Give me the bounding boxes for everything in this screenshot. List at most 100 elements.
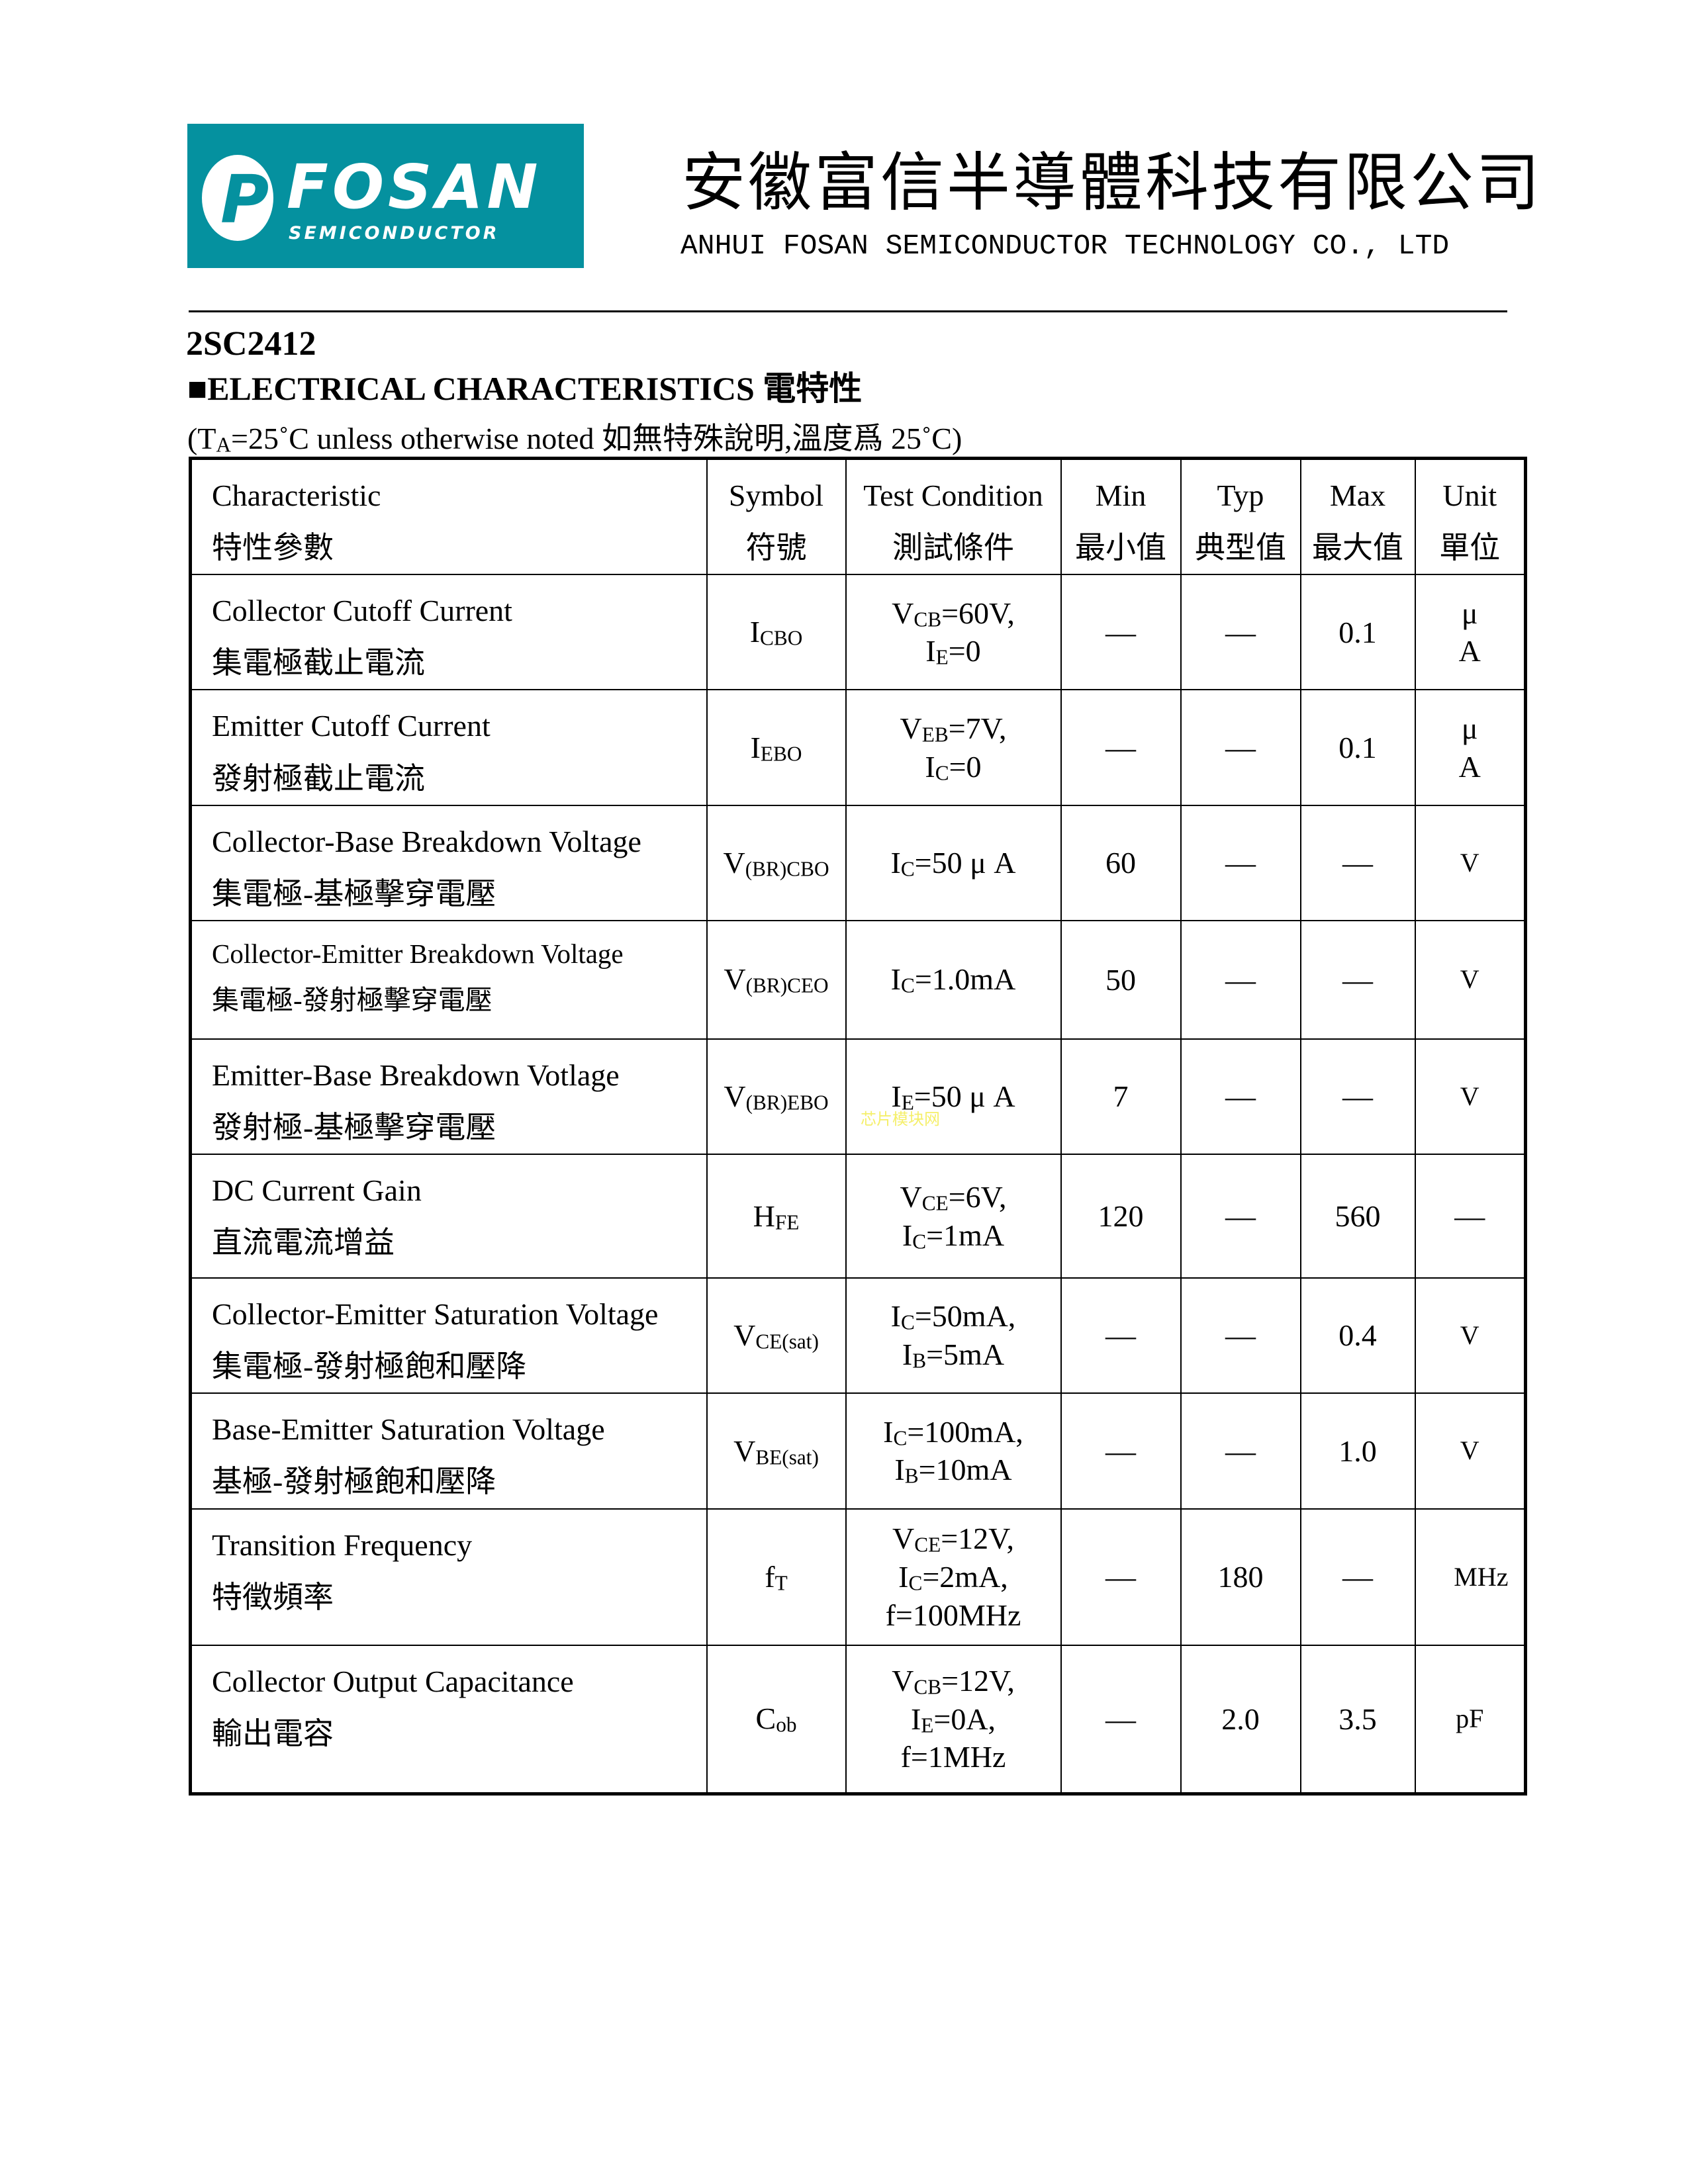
typ-cell: — [1180,1277,1301,1394]
characteristic-cell: Collector-Emitter Saturation Voltage 集電極-… [189,1277,708,1394]
max-cell: 0.4 [1299,1277,1416,1394]
symbol-sub: EBO [760,742,802,766]
characteristic-cn: 集電極-基極擊穿電壓 [212,876,496,911]
condition-line: IE=50 μ A [847,1077,1060,1116]
symbol-cell: ICBO [706,574,847,691]
cond-text: =0 [948,634,981,668]
header-cn: 最小值 [1075,531,1166,565]
fosan-logo: P FOSAN SEMICONDUCTOR [187,124,584,268]
characteristic-en: Transition Frequency [212,1527,473,1562]
characteristic-en: Collector-Emitter Saturation Voltage [212,1297,659,1332]
unit-cell: V [1414,804,1526,921]
characteristic-cn: 集電極截止電流 [212,646,425,680]
cond-text: I [910,1702,921,1736]
symbol-sub: CE(sat) [755,1330,819,1353]
characteristic-cn: 發射極-基極擊穿電壓 [212,1110,496,1144]
logo-emblem: P [202,155,273,241]
condition-line: IC=1.0mA [847,960,1060,999]
cond-sub: E [935,646,949,670]
cond-sub: C [912,1230,927,1253]
symbol-main: C [755,1702,776,1736]
cond-text: =12V, [941,1663,1015,1698]
table-row: Transition Frequency 特徵頻率 fT VCE=12V, IC=2mA… [189,1508,1526,1646]
min-cell: 60 [1060,804,1182,921]
section-title: ■ELECTRICAL CHARACTERISTICS 電特性 [187,370,863,407]
condition-line: IC=50 μ A [847,844,1060,882]
header-cn: 最大值 [1312,531,1403,565]
part-number: 2SC2412 [186,325,316,363]
typ-cell: — [1180,1392,1301,1510]
condition-cell: VEB=7V, IC=0 [845,689,1062,806]
typ-value: — [1225,1079,1256,1114]
min-value: — [1105,1318,1136,1353]
unit-value: V [1460,1081,1479,1111]
unit-cell: μ A [1414,689,1526,806]
characteristic-cn: 輸出電容 [212,1716,334,1751]
cond-text: =5mA [926,1338,1005,1372]
typ-cell: 2.0 [1180,1644,1301,1795]
min-value: — [1105,1702,1136,1736]
symbol-sub: T [774,1571,788,1595]
symbol-cell: V(BR)CEO [706,919,847,1040]
cond-pre: (T [187,422,216,455]
cond-sub: C [935,761,949,785]
min-cell: — [1060,689,1182,806]
symbol-main: I [750,730,761,764]
symbol-cell: V(BR)EBO [706,1038,847,1156]
condition-line: VEB=7V, [847,709,1060,748]
unit-value: MHz [1454,1561,1509,1592]
cond-sub: CE [914,1533,941,1557]
table-row: Collector-Base Breakdown Voltage 集電極-基極擊穿… [189,804,1526,921]
condition-cell: IC=50 μ A [845,804,1062,921]
unit-cell: MHz [1414,1508,1526,1646]
cond-sub: CB [914,608,942,631]
electrical-characteristics-table: Characteristic 特性參數 Symbol 符號 Test Condition… [189,457,1527,1796]
typ-cell: — [1180,804,1301,921]
typ-value: 180 [1217,1559,1264,1594]
cond-text: I [890,962,901,997]
cond-text: =1mA [926,1218,1005,1252]
unit-value: V [1460,1320,1479,1351]
cond-text: I [925,634,936,668]
header-cell: Typ 典型值 [1180,457,1301,576]
header-en: Characteristic [212,478,381,512]
characteristic-cn: 基極-發射極飽和壓降 [212,1465,496,1499]
characteristic-cell: Emitter Cutoff Current 發射極截止電流 [189,689,708,806]
cond-text: V [900,1179,922,1214]
symbol-cell: Cob [706,1644,847,1795]
min-cell: — [1060,574,1182,691]
symbol-sub: (BR)CBO [745,857,829,881]
header-en: Unit [1442,478,1497,512]
symbol-sub: ob [776,1713,797,1737]
condition-line: IB=5mA [847,1336,1060,1374]
header-cell: Characteristic 特性參數 [189,457,708,576]
unit-value: — [1454,1199,1485,1233]
table-row: DC Current Gain 直流電流增益 HFE VCE=6V, IC=1mA 120… [189,1154,1526,1279]
condition-line: IC=0 [847,748,1060,786]
cond-text: I [890,845,901,880]
header-cn: 測試條件 [892,531,1014,565]
symbol-main: V [724,1079,746,1114]
header-en: Symbol [728,478,824,512]
max-value: — [1342,1079,1373,1114]
symbol-sub: FE [774,1210,800,1234]
symbol-cell: fT [706,1508,847,1646]
condition-cell: VCB=60V, IE=0 [845,574,1062,691]
symbol-sub: (BR)CEO [745,974,829,998]
symbol-sub: CBO [760,627,803,651]
typ-cell: — [1180,689,1301,806]
characteristic-cell: Collector-Emitter Breakdown Voltage 集電極-發… [189,919,708,1040]
min-cell: — [1060,1508,1182,1646]
typ-value: — [1225,730,1256,764]
condition-line: IB=10mA [847,1451,1060,1489]
header-cell: Unit 單位 [1414,457,1526,576]
unit-cell: — [1414,1154,1526,1279]
unit-cell: pF [1414,1644,1526,1795]
typ-cell: 180 [1180,1508,1301,1646]
header-en: Typ [1217,478,1264,512]
unit-value: V [1460,1435,1479,1466]
cond-sub: C [901,974,915,998]
min-value: — [1105,730,1136,764]
max-cell: 3.5 [1299,1644,1416,1795]
cond-text: I [902,1218,913,1252]
